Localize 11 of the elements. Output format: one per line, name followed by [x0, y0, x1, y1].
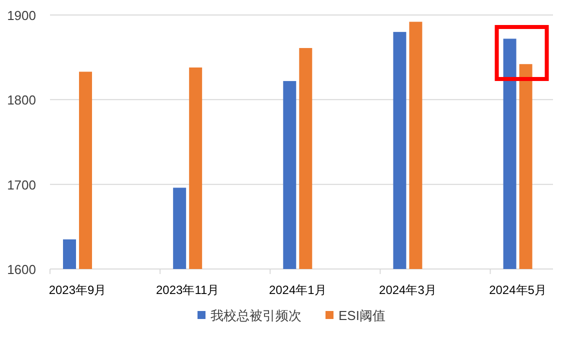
legend-label: 我校总被引频次	[210, 308, 302, 323]
legend-label: ESI阈值	[338, 308, 386, 323]
x-tick-label: 2023年9月	[48, 283, 106, 297]
y-tick-label: 1600	[7, 262, 36, 277]
y-tick-label: 1900	[7, 8, 36, 23]
y-tick-label: 1700	[7, 177, 36, 192]
y-tick-label: 1800	[7, 92, 36, 108]
x-tick-label: 2024年3月	[379, 283, 436, 297]
x-tick-label: 2024年5月	[489, 283, 546, 297]
x-tick-label: 2024年1月	[268, 283, 326, 297]
x-tick-label: 2023年11月	[156, 283, 220, 297]
